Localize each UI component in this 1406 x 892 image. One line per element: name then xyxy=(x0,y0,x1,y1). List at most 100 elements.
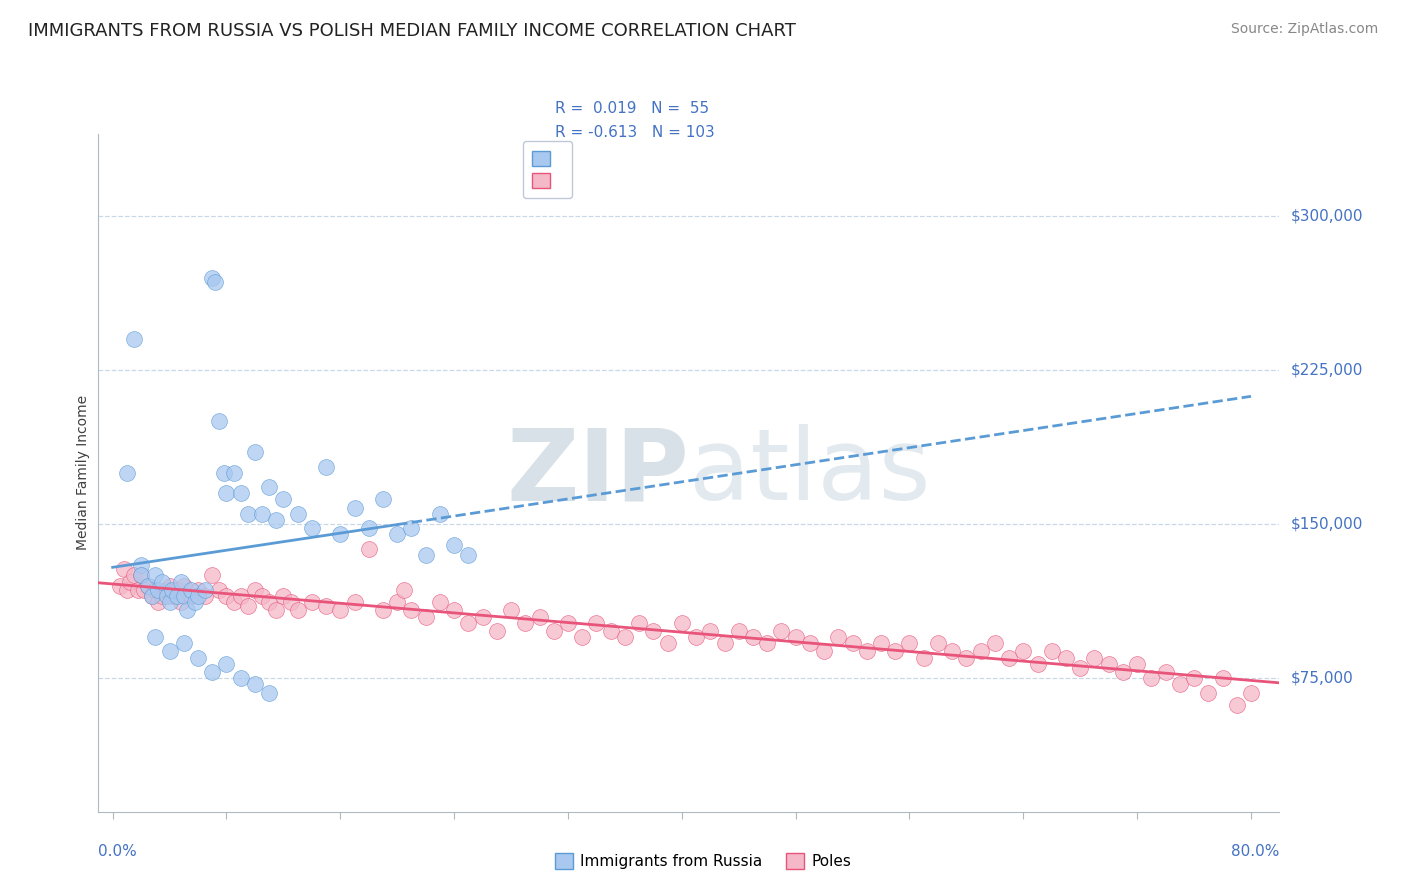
Point xyxy=(884,644,907,658)
Point xyxy=(371,603,394,617)
Point xyxy=(401,603,423,617)
Point xyxy=(187,650,209,665)
Point xyxy=(257,685,280,699)
Point xyxy=(173,579,195,593)
Point xyxy=(357,521,380,535)
Point xyxy=(571,630,593,644)
Point xyxy=(136,579,159,593)
Point xyxy=(229,671,252,685)
Point xyxy=(643,624,665,638)
Point xyxy=(415,609,437,624)
Point xyxy=(1112,665,1135,679)
Point xyxy=(387,595,409,609)
Point xyxy=(429,507,451,521)
Point xyxy=(204,275,226,289)
Point xyxy=(212,466,235,480)
Point xyxy=(585,615,607,630)
Point xyxy=(129,558,152,573)
Point xyxy=(856,644,879,658)
Point xyxy=(280,595,302,609)
Point xyxy=(118,574,141,589)
Point xyxy=(159,579,181,593)
Point xyxy=(215,657,238,671)
Point xyxy=(136,579,159,593)
Point xyxy=(201,665,224,679)
Text: ZIP: ZIP xyxy=(506,425,689,521)
Point xyxy=(243,445,266,459)
Point xyxy=(287,603,309,617)
Point xyxy=(141,589,163,603)
Point xyxy=(1197,685,1219,699)
Point xyxy=(1069,661,1091,675)
Legend: Immigrants from Russia, Poles: Immigrants from Russia, Poles xyxy=(548,847,858,875)
Point xyxy=(1126,657,1149,671)
Point xyxy=(143,582,166,597)
Text: 0.0%: 0.0% xyxy=(98,845,138,859)
Point xyxy=(222,595,245,609)
Point xyxy=(115,466,138,480)
Point xyxy=(166,589,188,603)
Point xyxy=(108,579,131,593)
Point xyxy=(143,630,166,644)
Point xyxy=(215,589,238,603)
Point xyxy=(143,568,166,582)
Point xyxy=(870,636,893,650)
Legend: , : , xyxy=(523,142,572,198)
Text: $75,000: $75,000 xyxy=(1291,671,1354,686)
Point xyxy=(236,507,259,521)
Point xyxy=(628,615,651,630)
Point xyxy=(1054,650,1077,665)
Point xyxy=(152,589,174,603)
Point xyxy=(148,595,170,609)
Point xyxy=(1154,665,1177,679)
Text: R = -0.613   N = 103: R = -0.613 N = 103 xyxy=(555,125,716,139)
Point xyxy=(599,624,621,638)
Point xyxy=(515,615,537,630)
Point xyxy=(273,492,295,507)
Point xyxy=(301,595,323,609)
Point xyxy=(713,636,735,650)
Point xyxy=(243,582,266,597)
Point xyxy=(471,609,494,624)
Point xyxy=(112,562,135,576)
Point xyxy=(329,527,352,541)
Point xyxy=(443,603,465,617)
Point xyxy=(955,650,977,665)
Point xyxy=(799,636,821,650)
Point xyxy=(122,332,145,346)
Point xyxy=(170,595,193,609)
Point xyxy=(912,650,935,665)
Text: $225,000: $225,000 xyxy=(1291,362,1362,377)
Point xyxy=(222,466,245,480)
Text: $300,000: $300,000 xyxy=(1291,209,1362,224)
Point xyxy=(159,595,181,609)
Point xyxy=(122,568,145,582)
Point xyxy=(180,589,202,603)
Point xyxy=(159,644,181,658)
Point xyxy=(148,582,170,597)
Point xyxy=(301,521,323,535)
Point xyxy=(1240,685,1263,699)
Point xyxy=(1083,650,1105,665)
Point xyxy=(176,603,198,617)
Point xyxy=(401,521,423,535)
Point xyxy=(969,644,991,658)
Point xyxy=(250,589,273,603)
Point xyxy=(727,624,749,638)
Point xyxy=(208,582,231,597)
Point xyxy=(685,630,707,644)
Point xyxy=(132,582,155,597)
Point xyxy=(1026,657,1049,671)
Point xyxy=(387,527,409,541)
Text: Source: ZipAtlas.com: Source: ZipAtlas.com xyxy=(1230,22,1378,37)
Point xyxy=(201,270,224,285)
Point xyxy=(127,582,149,597)
Point xyxy=(898,636,921,650)
Point xyxy=(529,609,551,624)
Point xyxy=(671,615,693,630)
Point xyxy=(1168,677,1191,691)
Point xyxy=(429,595,451,609)
Point xyxy=(485,624,508,638)
Point xyxy=(141,589,163,603)
Text: $150,000: $150,000 xyxy=(1291,516,1362,532)
